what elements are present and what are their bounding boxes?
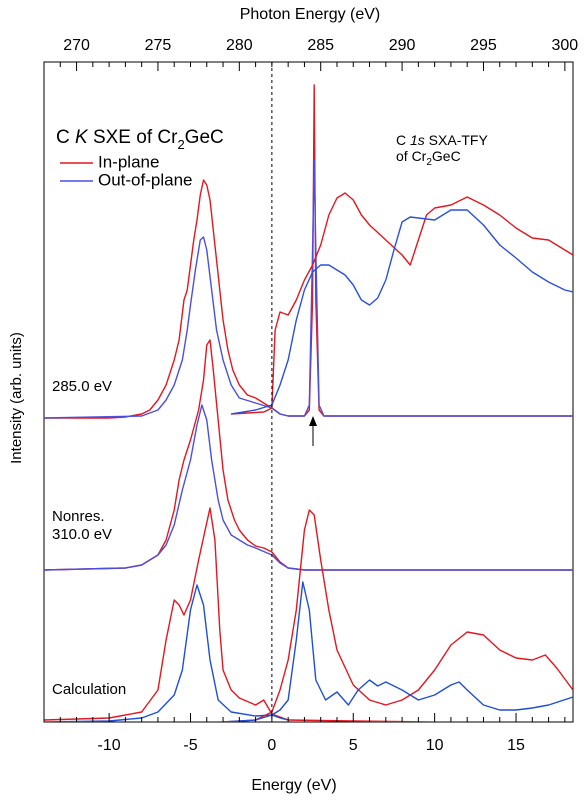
chart-title-part: GeC (185, 127, 224, 148)
spectrum-line (44, 84, 573, 419)
annotation-part: 1s (410, 132, 425, 148)
spectrum-line (44, 584, 289, 722)
annotation-part: C (396, 132, 410, 148)
legend-label: In-plane (98, 152, 159, 171)
chart-title-part: C (56, 127, 75, 148)
spectrum-line (44, 404, 573, 571)
x-tick-label: 15 (507, 737, 525, 754)
chart-title-part: SXE of Cr (88, 127, 178, 148)
spectrum-line (44, 159, 573, 419)
x2-axis-label: Photon Energy (eV) (240, 6, 381, 23)
x2-tick-label: 295 (470, 37, 497, 54)
x2-tick-label: 270 (63, 37, 90, 54)
group-label: Calculation (52, 681, 126, 698)
chart-title: C K SXE of Cr2GeC (56, 127, 224, 152)
x-tick-label: 0 (267, 737, 276, 754)
x2-tick-label: 275 (145, 37, 172, 54)
spectrum-line (44, 507, 432, 722)
annotation-part: GeC (432, 148, 461, 164)
chart-title-part: 2 (177, 137, 184, 152)
y-axis-label: Intensity (arb. units) (8, 332, 25, 464)
x-axis-label: Energy (eV) (251, 777, 336, 794)
spectrum-line (231, 209, 573, 415)
spectrum-line (231, 192, 573, 415)
arrow-head (309, 416, 317, 426)
annotation-part: of Cr (396, 148, 427, 164)
group-label: 310.0 eV (52, 526, 112, 543)
annotation: C 1s SXA-TFY (396, 132, 488, 148)
group-label: 285.0 eV (52, 378, 112, 395)
x2-tick-label: 285 (307, 37, 334, 54)
spectrum-line (223, 581, 573, 722)
annotation-part: SXA-TFY (425, 132, 489, 148)
annotation: of Cr2GeC (396, 148, 461, 168)
x-tick-label: 5 (349, 737, 358, 754)
chart-title-part: K (75, 127, 89, 148)
x-tick-label: -5 (183, 737, 197, 754)
legend-label: Out-of-plane (98, 170, 193, 189)
x2-tick-label: 300 (552, 37, 579, 54)
x2-tick-label: 280 (226, 37, 253, 54)
group-label: Nonres. (52, 508, 105, 525)
curves (44, 84, 573, 722)
spectrum-line (44, 339, 573, 571)
plot-frame (43, 61, 574, 723)
x2-tick-label: 290 (389, 37, 416, 54)
annotation-part: 2 (426, 157, 432, 168)
x-tick-label: 10 (426, 737, 444, 754)
spectrum-line (223, 509, 573, 722)
x-tick-label: -10 (98, 737, 121, 754)
